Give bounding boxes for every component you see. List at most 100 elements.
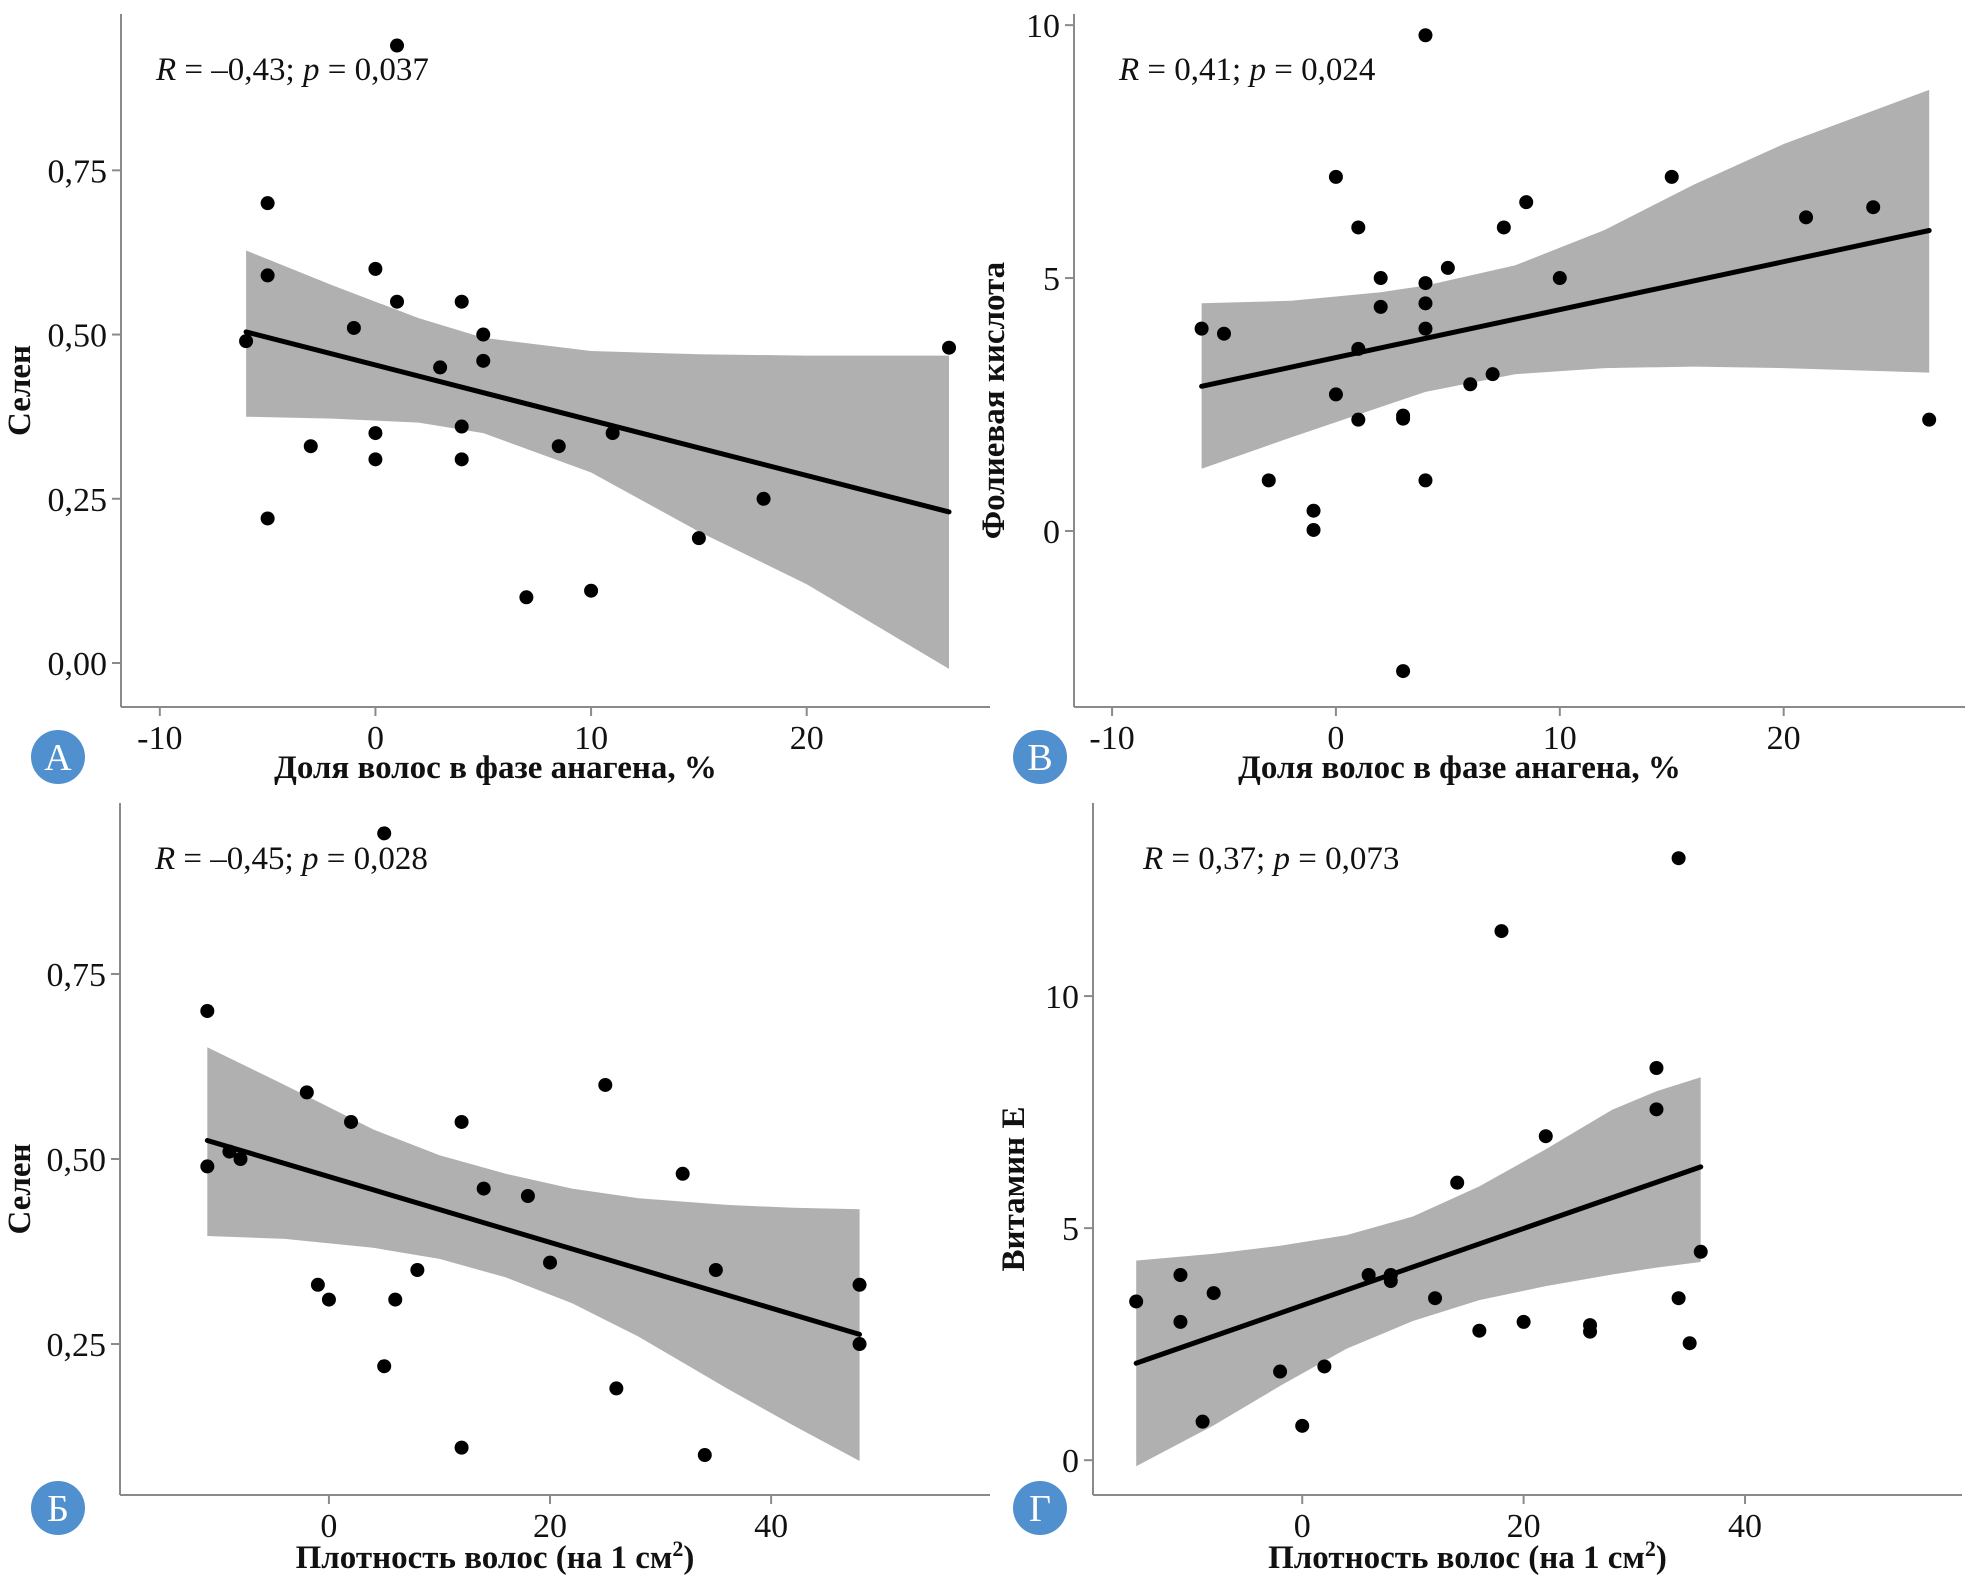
r-label: R xyxy=(1142,841,1163,877)
x-axis-title: Доля волос в фазе анагена, % xyxy=(1238,750,1681,786)
correlation-annotation: R = 0,37; p = 0,073 xyxy=(1142,841,1399,877)
correlation-annotation: R = –0,45; p = 0,028 xyxy=(154,841,428,877)
data-point xyxy=(1173,1268,1188,1283)
y-tick-label: 0,00 xyxy=(48,646,108,683)
data-point xyxy=(691,531,706,546)
data-point xyxy=(260,268,275,283)
y-tick-label: 5 xyxy=(1043,261,1060,298)
r-text: = –0,43; xyxy=(176,52,303,88)
data-point xyxy=(1428,1291,1443,1306)
data-point xyxy=(1317,1359,1332,1374)
data-point xyxy=(390,38,405,53)
data-point xyxy=(303,439,318,454)
data-point xyxy=(1516,1314,1531,1329)
p-text: = 0,073 xyxy=(1290,841,1399,877)
data-point xyxy=(519,590,534,605)
p-label: p xyxy=(300,841,319,877)
x-tick-label: 10 xyxy=(1543,720,1577,757)
x-tick-label: 20 xyxy=(1767,720,1801,757)
data-point xyxy=(476,1181,491,1196)
data-point xyxy=(344,1114,359,1129)
data-point xyxy=(605,426,620,441)
y-tick-label: 0,75 xyxy=(47,957,107,994)
data-point xyxy=(1206,1286,1221,1301)
data-point xyxy=(551,439,566,454)
correlation-annotation: R = 0,41; p = 0,024 xyxy=(1118,52,1375,88)
data-point xyxy=(1440,260,1455,275)
x-axis-title-end: ) xyxy=(683,1540,694,1576)
x-tick-label: 10 xyxy=(574,720,608,757)
data-point xyxy=(454,1440,469,1455)
data-point xyxy=(377,826,392,841)
y-tick-label: 5 xyxy=(1062,1211,1079,1248)
p-text: = 0,028 xyxy=(318,841,427,877)
data-point xyxy=(1396,664,1411,679)
data-point xyxy=(233,1151,248,1166)
data-point xyxy=(852,1277,867,1292)
panel-B: -10 0 10 20 0 5 10 R = 0,41; p = 0,024 Доля воло… xyxy=(976,8,1965,786)
x-tick-label: 0 xyxy=(1294,1508,1311,1545)
panel-badge: Г xyxy=(1013,1481,1067,1535)
badge-letter: А xyxy=(44,737,72,779)
x-tick-label: -10 xyxy=(1089,720,1134,757)
data-point xyxy=(1295,1418,1310,1433)
badge-letter: Б xyxy=(47,1488,69,1530)
data-point xyxy=(1195,1414,1210,1429)
y-tick-label: 0,50 xyxy=(47,1142,107,1179)
data-point xyxy=(1866,200,1881,215)
data-point xyxy=(1649,1061,1664,1076)
data-point xyxy=(1485,367,1500,382)
panel-badge: В xyxy=(1013,730,1067,784)
p-label: p xyxy=(301,52,320,88)
data-point xyxy=(1261,473,1276,488)
badge-circle xyxy=(31,730,85,784)
data-point xyxy=(222,1144,237,1159)
data-point xyxy=(1538,1129,1553,1144)
data-point xyxy=(1472,1323,1487,1338)
data-point xyxy=(1129,1294,1144,1309)
data-point xyxy=(609,1381,624,1396)
regression-line xyxy=(1133,1164,1704,1366)
data-point xyxy=(1373,299,1388,314)
x-axis-title-text: Плотность волос (на 1 см xyxy=(1268,1540,1645,1576)
x-axis-title-text: Доля волос в фазе анагена, % xyxy=(274,750,717,786)
data-point xyxy=(1664,169,1679,184)
data-point xyxy=(1273,1364,1288,1379)
confidence-band xyxy=(246,250,950,669)
data-point xyxy=(1306,503,1321,518)
data-point xyxy=(1496,220,1511,235)
r-text: = –0,45; xyxy=(175,841,302,877)
data-point xyxy=(1922,412,1937,427)
y-tick-label: 0 xyxy=(1043,514,1060,551)
data-point xyxy=(1671,851,1686,866)
regression-line xyxy=(243,329,952,515)
data-point xyxy=(1799,210,1814,225)
data-point xyxy=(1373,271,1388,286)
panel-A: -10 0 10 20 0,00 0,25 0,50 0,75 R = –0,43; p = 0… xyxy=(2,14,990,786)
data-point xyxy=(390,294,405,309)
confidence-band xyxy=(207,1047,860,1461)
data-point xyxy=(476,353,491,368)
superscript: 2 xyxy=(672,1536,683,1561)
data-point xyxy=(454,419,469,434)
data-point xyxy=(675,1166,690,1181)
y-axis-title: Фолиевая кислота xyxy=(976,262,1012,539)
data-point xyxy=(1450,1175,1465,1190)
x-axis-title: Доля волос в фазе анагена, % xyxy=(274,750,717,786)
data-point xyxy=(260,196,275,211)
data-point xyxy=(1583,1324,1598,1339)
r-label: R xyxy=(154,841,175,877)
data-point xyxy=(310,1277,325,1292)
data-point xyxy=(708,1263,723,1278)
p-text: = 0,024 xyxy=(1266,52,1375,88)
data-point xyxy=(543,1255,558,1270)
x-axis-title-text: Доля волос в фазе анагена, % xyxy=(1238,750,1681,786)
data-point xyxy=(1328,387,1343,402)
data-point xyxy=(454,452,469,467)
r-label: R xyxy=(1118,52,1139,88)
y-tick-label: 0,75 xyxy=(48,153,108,190)
data-point xyxy=(368,452,383,467)
x-tick-label: 40 xyxy=(1728,1508,1762,1545)
data-point xyxy=(1351,341,1366,356)
p-label: p xyxy=(1247,52,1266,88)
